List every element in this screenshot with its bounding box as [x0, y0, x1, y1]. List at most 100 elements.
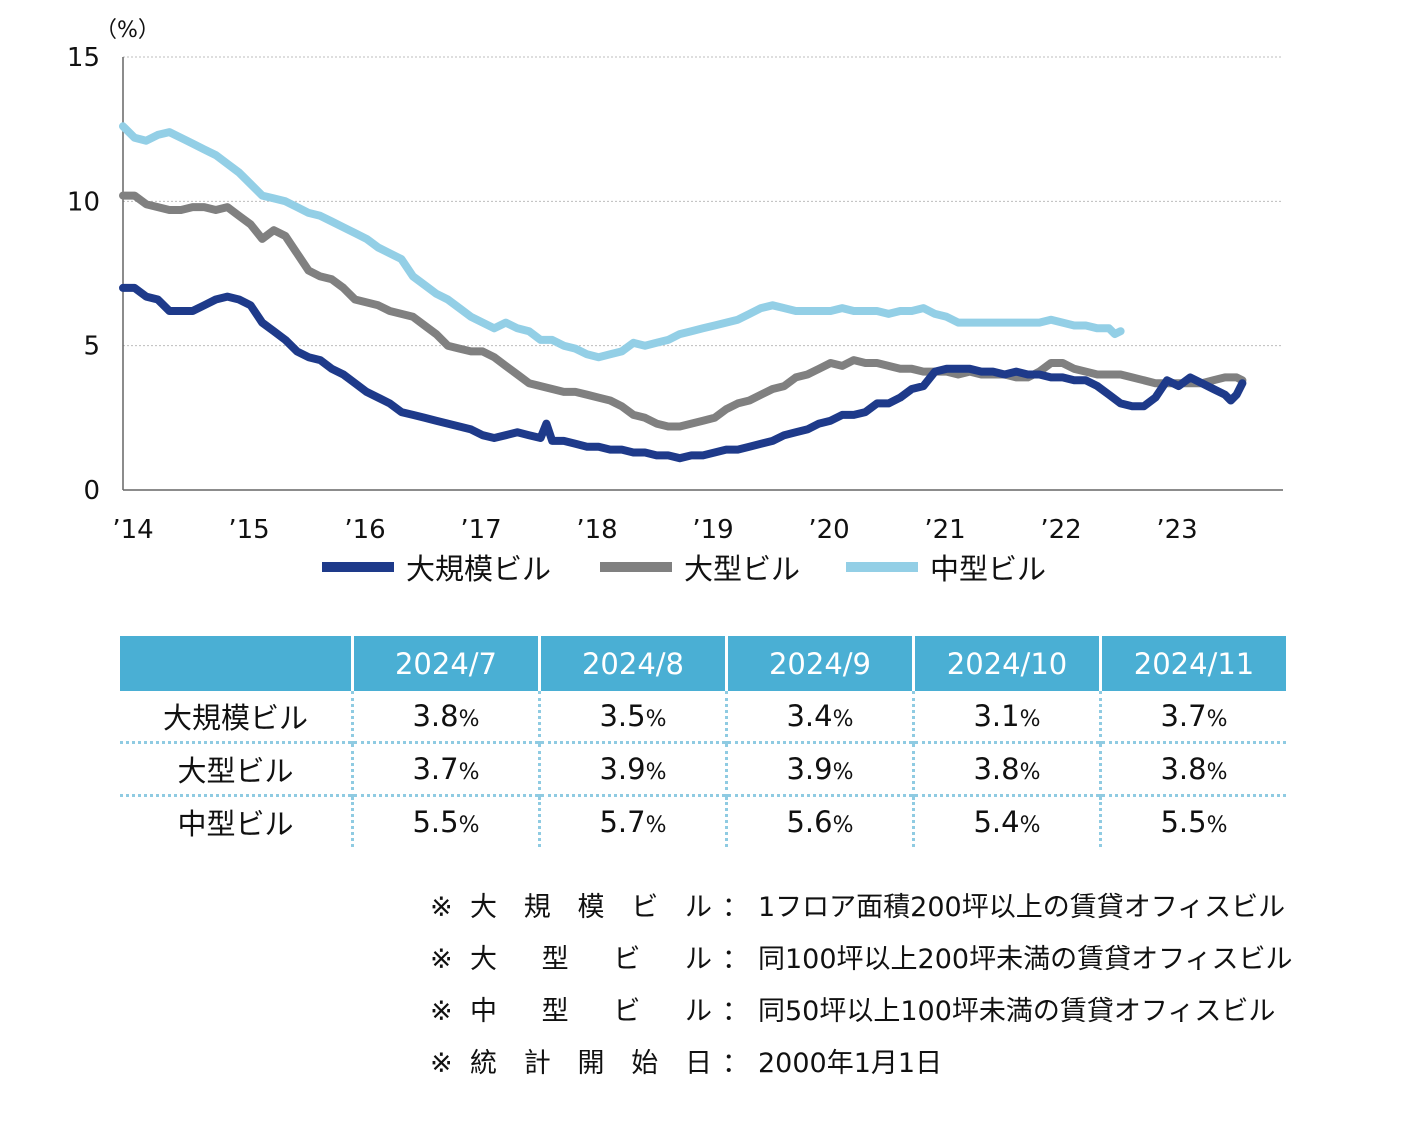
table-cell: 3.8%	[912, 741, 1101, 796]
note-colon: ：	[722, 944, 749, 975]
percent-sign: %	[458, 813, 480, 838]
x-tick-label: ’16	[344, 515, 385, 545]
x-tick-label: ’17	[460, 515, 501, 545]
series-line-0	[119, 283, 1247, 463]
series-layer	[119, 122, 1247, 463]
note-text: 2000年1月1日	[758, 1048, 943, 1079]
percent-sign: %	[1019, 813, 1041, 838]
note-label-char: ビ	[613, 944, 641, 975]
header-2024-11: 2024/11	[1100, 636, 1286, 691]
footnote-item: ※ 大 型 ビ ル ： 同100坪以上200坪未満の賃貸オフィスビル	[430, 940, 1293, 992]
percent-sign: %	[1019, 707, 1041, 732]
cell-value: 5.5	[412, 805, 459, 839]
table-cell: 3.7%	[1099, 691, 1286, 743]
y-tick-label: 15	[67, 43, 100, 73]
cell-value: 3.7	[412, 752, 459, 786]
note-colon: ：	[722, 1048, 749, 1079]
table-cell: 5.7%	[538, 794, 727, 847]
percent-sign: %	[832, 813, 854, 838]
note-mark: ※	[430, 944, 453, 975]
cell-value: 3.4	[786, 699, 833, 733]
note-label-char: 模	[577, 892, 605, 923]
percent-sign: %	[458, 760, 480, 785]
series-line-2	[119, 122, 1125, 362]
legend-label-2: 中型ビル	[930, 552, 1046, 586]
axis-layer: 0 5 10 15（%） ’14 ’15 ’16 ’17 ’18 ’19 ’20 ’21 ’22 ’23	[67, 18, 1283, 545]
grid-layer	[123, 56, 1283, 347]
note-label: 中型ビル	[470, 992, 722, 1044]
x-tick-label: ’23	[1156, 515, 1197, 545]
note-label-char: 型	[541, 944, 569, 975]
note-label-char: ビ	[631, 892, 659, 923]
note-label-char: ル	[684, 996, 712, 1027]
table-cell: 3.8%	[351, 691, 540, 743]
cell-value: 3.8	[973, 752, 1020, 786]
x-tick-label: ’22	[1040, 515, 1081, 545]
table-cell: 5.4%	[912, 794, 1101, 847]
note-label-char: 型	[541, 996, 569, 1027]
table-cell: 3.8%	[1099, 741, 1286, 796]
table-row: 大型ビル 3.7% 3.9% 3.9% 3.8% 3.8%	[120, 741, 1286, 796]
percent-sign: %	[645, 707, 667, 732]
note-label: 大規模ビル	[470, 888, 722, 940]
legend-label-1: 大型ビル	[684, 552, 800, 586]
percent-sign: %	[645, 813, 667, 838]
note-label-char: 規	[523, 892, 551, 923]
header-2024-7: 2024/7	[352, 636, 541, 691]
table-corner	[120, 636, 354, 691]
y-unit-label: （%）	[95, 18, 160, 43]
note-mark: ※	[430, 996, 453, 1027]
note-label-char: 開	[577, 1048, 605, 1079]
cell-value: 5.6	[786, 805, 833, 839]
note-label-char: 大	[470, 892, 497, 923]
cell-value: 5.7	[599, 805, 646, 839]
note-text: 1フロア面積200坪以上の賃貸オフィスビル	[758, 892, 1286, 923]
x-tick-label: ’15	[228, 515, 269, 545]
y-tick-label: 10	[67, 187, 100, 217]
table-header-row: 2024/7 2024/8 2024/9 2024/10 2024/11	[120, 636, 1286, 691]
table-cell: 5.6%	[725, 794, 914, 847]
header-2024-9: 2024/9	[726, 636, 915, 691]
note-label: 大型ビル	[470, 940, 722, 992]
cell-value: 3.5	[599, 699, 646, 733]
percent-sign: %	[832, 707, 854, 732]
table-cell: 5.5%	[351, 794, 540, 847]
note-mark: ※	[430, 1048, 453, 1079]
table-cell: 3.9%	[725, 741, 914, 796]
note-label-char: ル	[685, 892, 712, 923]
x-tick-label: ’21	[924, 515, 965, 545]
note-label-char: ル	[684, 944, 712, 975]
cell-value: 3.8	[412, 699, 459, 733]
footnote-item: ※ 中 型 ビ ル ： 同50坪以上100坪未満の賃貸オフィスビル	[430, 992, 1293, 1044]
cell-value: 5.4	[973, 805, 1020, 839]
footnote-item: ※ 大規模ビル： 1フロア面積200坪以上の賃貸オフィスビル	[430, 888, 1293, 940]
note-label-char: 統	[470, 1048, 497, 1079]
row-label: 大規模ビル	[162, 701, 308, 735]
series-line-1	[119, 191, 1247, 431]
vacancy-table: 2024/7 2024/8 2024/9 2024/10 2024/11 大規模…	[120, 636, 1286, 847]
cell-value: 3.1	[973, 699, 1020, 733]
note-label-char: 計	[523, 1048, 551, 1079]
x-tick-label: ’18	[576, 515, 617, 545]
note-label-char: 日	[685, 1048, 712, 1079]
table-cell: 3.9%	[538, 741, 727, 796]
note-text: 同50坪以上100坪未満の賃貸オフィスビル	[758, 996, 1276, 1027]
vacancy-rate-chart: 051015（%）’14’15’16’17’18’19’20’21’22’23 …	[67, 18, 1283, 586]
y-tick-label: 5	[83, 332, 100, 362]
note-text: 同100坪以上200坪未満の賃貸オフィスビル	[758, 944, 1293, 975]
table-cell: 3.5%	[538, 691, 727, 743]
note-label-char: 大	[470, 944, 497, 975]
note-label: 統計開始日	[470, 1044, 722, 1096]
percent-sign: %	[1206, 813, 1228, 838]
note-label-char: 中	[470, 996, 497, 1027]
legend: 大規模ビル 大型ビル 中型ビル	[322, 552, 1046, 586]
percent-sign: %	[1019, 760, 1041, 785]
note-colon: ：	[722, 996, 749, 1027]
note-colon: ：	[722, 892, 749, 923]
table-cell: 3.7%	[351, 741, 540, 796]
note-label-char: ビ	[613, 996, 641, 1027]
table-cell: 3.1%	[912, 691, 1101, 743]
x-tick-label: ’19	[692, 515, 733, 545]
note-label-char: 始	[631, 1048, 659, 1079]
percent-sign: %	[1206, 707, 1228, 732]
